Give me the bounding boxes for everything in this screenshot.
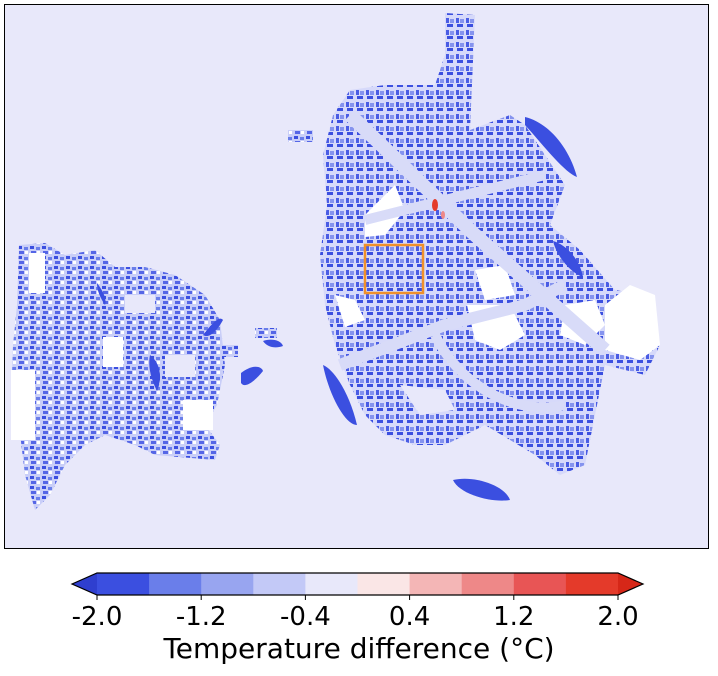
colorbar-segment — [565, 573, 619, 595]
temperature-map — [11, 13, 660, 510]
colorbar-segment — [201, 573, 254, 595]
colorbar-segment — [97, 573, 150, 595]
water-bodies — [97, 117, 583, 501]
colorbar-tick-label: -2.0 — [72, 602, 123, 632]
urban-area-east — [320, 13, 660, 475]
colorbar-segment — [357, 573, 411, 595]
colorbar-label: Temperature difference (°C) — [163, 632, 555, 665]
colorbar-tick-label: 2.0 — [597, 602, 638, 632]
water-body — [525, 117, 577, 177]
colorbar-tick-label: -1.2 — [176, 602, 227, 632]
colorbar-extend-under — [72, 573, 97, 595]
colorbar-tick-label: 1.2 — [493, 602, 534, 632]
colorbar-segment — [253, 573, 306, 595]
colorbar-segment — [149, 573, 202, 595]
colorbar-segment — [305, 573, 358, 595]
open-area — [11, 370, 35, 440]
colorbar-segment — [513, 573, 567, 595]
colorbar-segment — [409, 573, 463, 595]
scattered-blocks — [195, 130, 313, 375]
colorbar-extend-over — [618, 573, 643, 595]
urban-area-west — [11, 243, 225, 510]
highlight-box — [363, 243, 425, 295]
colorbar-tick-label: -0.4 — [280, 602, 331, 632]
colorbar-segment — [461, 573, 515, 595]
colorbar: -2.0 -1.2 -0.4 0.4 1.2 2.0 — [70, 572, 645, 632]
colorbar-tick-label: 0.4 — [389, 602, 430, 632]
map-panel — [4, 4, 709, 549]
warm-spot — [432, 199, 438, 211]
